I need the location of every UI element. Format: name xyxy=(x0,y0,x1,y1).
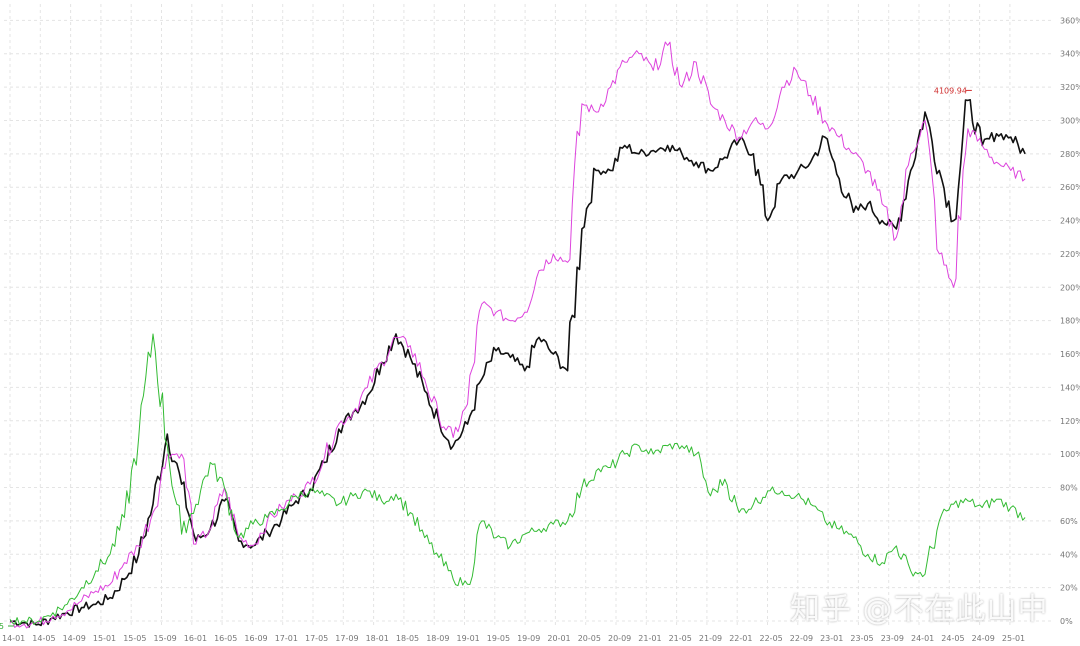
x-tick-label: 24-05 xyxy=(941,634,964,643)
x-tick-label: 16-01 xyxy=(184,634,207,643)
series-line-2 xyxy=(9,333,1026,626)
annotation-label: 4109.94 xyxy=(934,86,967,95)
y-tick-label: 120% xyxy=(1060,417,1080,426)
y-axis-ticks: 0% 20% 40% 60% 80% 100% 120% 140% 160% 180% 200% 22… xyxy=(1060,16,1080,626)
x-tick-label: 21-05 xyxy=(669,634,692,643)
y-tick-label: 20% xyxy=(1060,584,1078,593)
y-tick-label: 160% xyxy=(1060,350,1080,359)
x-tick-label: 21-09 xyxy=(699,634,722,643)
x-tick-label: 17-05 xyxy=(305,634,328,643)
y-tick-label: 240% xyxy=(1060,217,1080,226)
series-line-1 xyxy=(9,41,1026,629)
x-tick-label: 18-01 xyxy=(366,634,389,643)
y-tick-label: 60% xyxy=(1060,517,1078,526)
y-tick-label: 200% xyxy=(1060,283,1080,292)
x-tick-label: 19-09 xyxy=(517,634,540,643)
y-tick-label: 220% xyxy=(1060,250,1080,259)
y-tick-label: 100% xyxy=(1060,450,1080,459)
x-tick-label: 18-09 xyxy=(426,634,449,643)
series-line-0 xyxy=(9,99,1026,628)
x-tick-label: 14-01 xyxy=(2,634,25,643)
y-tick-label: 260% xyxy=(1060,183,1080,192)
x-tick-label: 20-05 xyxy=(578,634,601,643)
x-axis-ticks: 14-01 14-05 14-09 15-01 15-05 15-09 16-01 16-05… xyxy=(2,634,1025,643)
x-tick-label: 19-05 xyxy=(487,634,510,643)
x-tick-label: 22-05 xyxy=(760,634,783,643)
x-tick-label: 25-01 xyxy=(1002,634,1025,643)
x-tick-label: 20-01 xyxy=(547,634,570,643)
x-tick-label: 17-09 xyxy=(335,634,358,643)
x-tick-label: 23-01 xyxy=(820,634,843,643)
x-tick-label: 22-09 xyxy=(790,634,813,643)
x-tick-label: 16-09 xyxy=(244,634,267,643)
x-tick-label: 15-09 xyxy=(154,634,177,643)
y-tick-label: 280% xyxy=(1060,150,1080,159)
y-tick-label: 180% xyxy=(1060,317,1080,326)
y-tick-label: 140% xyxy=(1060,383,1080,392)
y-tick-label: 80% xyxy=(1060,484,1078,493)
x-tick-label: 17-01 xyxy=(275,634,298,643)
x-tick-label: 21-01 xyxy=(638,634,661,643)
x-tick-label: 14-09 xyxy=(63,634,86,643)
x-tick-label: 22-01 xyxy=(729,634,752,643)
y-tick-label: 320% xyxy=(1060,83,1080,92)
series-layer xyxy=(9,41,1026,629)
y-tick-label: 0% xyxy=(1060,617,1073,626)
x-tick-label: 23-05 xyxy=(850,634,873,643)
annotation-layer: 4109.94 948.75 xyxy=(0,86,972,631)
x-tick-label: 19-01 xyxy=(457,634,480,643)
y-tick-label: 40% xyxy=(1060,550,1078,559)
grid-layer xyxy=(4,4,1052,626)
x-tick-label: 15-01 xyxy=(93,634,116,643)
annotation-label: 948.75 xyxy=(0,622,4,631)
x-tick-label: 16-05 xyxy=(214,634,237,643)
x-tick-label: 24-09 xyxy=(972,634,995,643)
x-tick-label: 15-05 xyxy=(123,634,146,643)
y-tick-label: 360% xyxy=(1060,16,1080,25)
x-tick-label: 20-09 xyxy=(608,634,631,643)
x-tick-label: 23-09 xyxy=(881,634,904,643)
x-tick-label: 24-01 xyxy=(911,634,934,643)
y-tick-label: 340% xyxy=(1060,50,1080,59)
y-tick-label: 300% xyxy=(1060,116,1080,125)
x-tick-label: 18-05 xyxy=(396,634,419,643)
x-tick-label: 14-05 xyxy=(32,634,55,643)
watermark: 知乎 @不在此山中 xyxy=(790,592,1049,627)
